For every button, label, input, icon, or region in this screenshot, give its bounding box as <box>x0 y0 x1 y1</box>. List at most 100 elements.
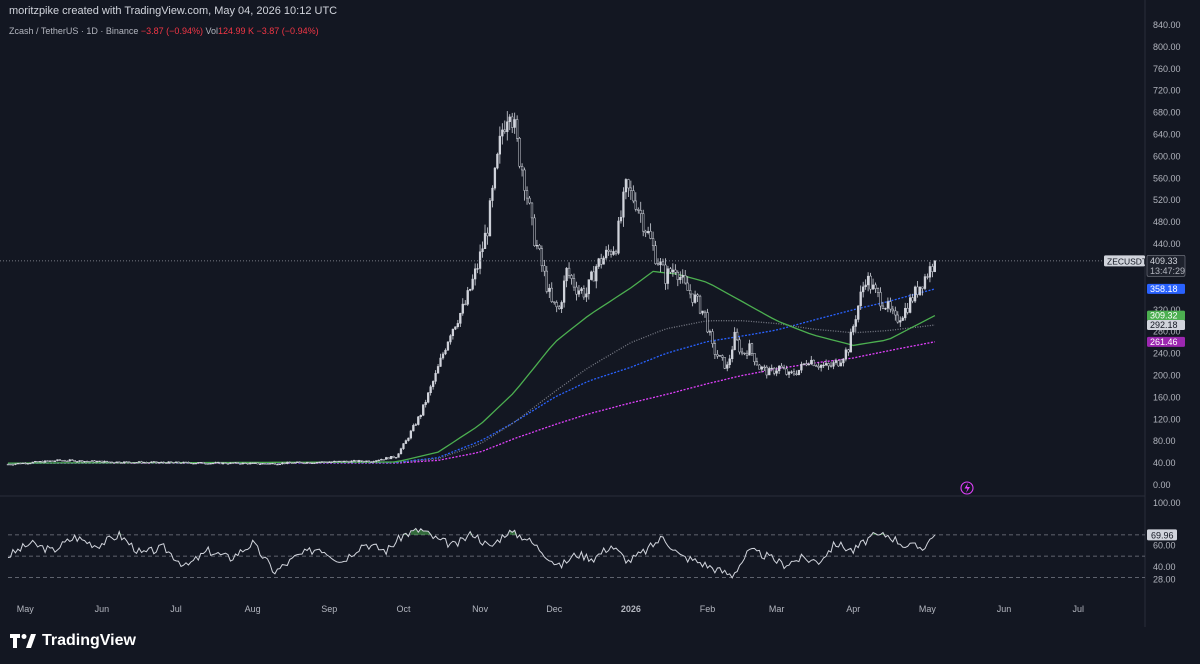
candle-body <box>342 460 346 463</box>
candle-body <box>71 459 74 461</box>
candle-body <box>481 248 484 253</box>
candle-body <box>150 461 153 463</box>
candle-body <box>221 462 225 465</box>
candle-body <box>511 116 514 128</box>
candle-body <box>516 119 519 139</box>
candle-body <box>145 462 148 464</box>
candle-body <box>424 402 427 405</box>
candle-body <box>78 460 81 462</box>
candle-body <box>654 245 657 264</box>
candle-body <box>236 462 240 464</box>
candle-body <box>498 135 502 155</box>
candle-body <box>716 354 719 357</box>
candle-body <box>471 278 474 290</box>
candle-body <box>419 414 422 418</box>
candle-body <box>543 265 546 272</box>
candle-body <box>703 310 707 313</box>
candle-body <box>310 462 314 464</box>
candle-body <box>352 460 356 462</box>
candle-body <box>777 365 781 372</box>
price-tick-label: 520.00 <box>1153 195 1181 205</box>
price-tick-label: 280.00 <box>1153 327 1181 337</box>
time-tick-label: Jul <box>1072 604 1084 614</box>
candle-body <box>130 462 133 464</box>
candle-body <box>189 462 193 465</box>
candle-body <box>585 293 588 298</box>
candle-body <box>192 463 195 465</box>
candle-body <box>911 297 914 302</box>
candle-body <box>619 216 623 222</box>
price-tick-label: 560.00 <box>1153 173 1181 183</box>
candle-body <box>624 179 628 193</box>
price-tick-label: 200.00 <box>1153 370 1181 380</box>
candle-body <box>600 258 603 265</box>
candle-body <box>320 461 324 463</box>
candle-body <box>392 456 395 458</box>
candle-body <box>422 404 425 416</box>
candle-body <box>604 249 608 259</box>
candle-body <box>760 366 763 370</box>
candle-body <box>933 260 937 272</box>
candle-body <box>790 371 793 373</box>
candle-body <box>93 460 96 463</box>
candle-body <box>590 271 593 280</box>
candle-body <box>184 461 188 464</box>
candle-body <box>147 462 151 464</box>
candle-body <box>61 460 64 462</box>
candle-body <box>19 462 22 465</box>
candle-body <box>95 460 99 463</box>
countdown-value: 13:47:29 <box>1150 266 1185 276</box>
ma-magenta-label: 261.46 <box>1150 337 1178 347</box>
candle-body <box>686 282 689 291</box>
candle-body <box>871 284 875 290</box>
rsi-axis[interactable]: 28.00 40.00 60.00 100.00 69.96 <box>1147 498 1181 585</box>
candle-body <box>876 288 880 293</box>
candle-body <box>256 462 259 465</box>
candle-body <box>204 463 207 465</box>
candle-body <box>812 359 815 366</box>
candle-body <box>916 286 919 295</box>
candle-body <box>721 355 724 358</box>
candle-body <box>273 462 277 465</box>
ma-blue-label: 358.18 <box>1150 284 1178 294</box>
candle-body <box>177 461 180 464</box>
price-tick-label: 80.00 <box>1153 436 1176 446</box>
candle-body <box>755 361 759 366</box>
candle-body <box>558 306 561 310</box>
candle-body <box>241 462 244 465</box>
time-tick-label: Jul <box>170 604 182 614</box>
candle-body <box>780 365 783 369</box>
candle-body <box>113 462 116 464</box>
candle-body <box>711 331 714 344</box>
symbol-name[interactable]: Zcash / TetherUS · 1D · Binance <box>9 26 139 36</box>
candle-body <box>637 209 640 211</box>
time-tick-label: May <box>17 604 35 614</box>
candle-body <box>528 197 531 204</box>
candle-body <box>172 462 175 464</box>
candle-body <box>689 290 692 295</box>
candle-body <box>548 287 551 292</box>
flash-icon[interactable] <box>960 481 974 495</box>
time-tick-label: Aug <box>245 604 261 614</box>
ma-gray-label-bg <box>1147 319 1185 330</box>
time-tick-label: Oct <box>396 604 411 614</box>
candle-body <box>216 462 220 464</box>
candle-body <box>48 460 52 462</box>
candle-body <box>375 460 378 462</box>
candle-body <box>459 313 462 324</box>
price-tick-label: 840.00 <box>1153 20 1181 30</box>
time-axis[interactable]: May Jun Jul Aug Sep Oct Nov Dec 2026 Feb Mar Apr May… <box>17 604 1084 614</box>
candle-body <box>296 461 299 463</box>
volume-value: 124.99 K <box>217 26 255 36</box>
price-tick-label: 720.00 <box>1153 86 1181 96</box>
candle-body <box>550 287 553 302</box>
candle-body <box>535 245 539 247</box>
tradingview-logo-icon <box>10 634 36 648</box>
candle-body <box>412 425 415 432</box>
candle-body <box>595 266 598 282</box>
tradingview-logo[interactable]: TradingView <box>10 632 136 650</box>
candle-body <box>83 461 86 463</box>
candle-body <box>293 462 296 464</box>
ma-magenta-label-bg <box>1147 336 1185 347</box>
